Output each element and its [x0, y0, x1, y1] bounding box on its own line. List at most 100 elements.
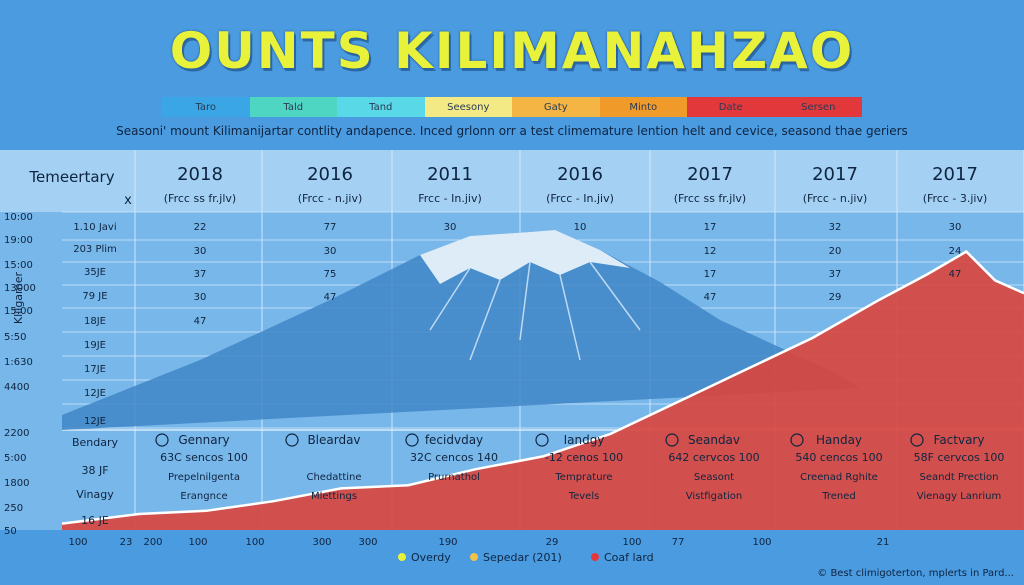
row-label: 1.10 Javi — [73, 222, 116, 233]
panel-line3: Prurnathol — [428, 472, 480, 483]
table-header-label: Temeertary — [28, 168, 114, 186]
panel-line4: Erangnce — [180, 491, 227, 502]
y-tick-label: 15:00 — [4, 306, 33, 317]
legend-swatch — [470, 553, 478, 561]
y-tick-label: 13000 — [4, 283, 36, 294]
y-tick-label: 10:00 — [4, 212, 33, 223]
table-value: 47 — [324, 292, 337, 303]
panel-name: Handay — [816, 433, 862, 447]
year-label: 2017 — [812, 164, 858, 185]
table-value: 32 — [829, 222, 842, 233]
row-label: 12JE — [84, 416, 106, 427]
unit-label: (Frcc ss fr.jlv) — [674, 192, 746, 205]
y-tick-label: 5:00 — [4, 453, 26, 464]
panel-icon — [155, 433, 169, 447]
year-label: 2016 — [307, 164, 353, 185]
table-value: 29 — [829, 292, 842, 303]
panel-line4: Vistfigation — [686, 491, 742, 502]
panel-icon — [790, 433, 804, 447]
y-tick-label: 2200 — [4, 428, 29, 439]
row-label: 12JE — [84, 388, 106, 399]
x-tick-label: 300 — [312, 537, 331, 548]
y-tick-label: 1:630 — [4, 357, 33, 368]
panel-line3: Seandt Prection — [920, 472, 999, 483]
y-tick-label: 15:00 — [4, 260, 33, 271]
table-value: 20 — [829, 246, 842, 257]
y-axis-label: Klilgamer — [12, 271, 25, 324]
x-tick-label: 200 — [143, 537, 162, 548]
unit-label: (Frcc - n.jiv) — [803, 192, 868, 205]
panel-values: 58F cervcos 100 — [914, 451, 1005, 464]
y-tick-label: 4400 — [4, 382, 29, 393]
year-label: 2017 — [932, 164, 978, 185]
panel-name: Iandgy — [564, 433, 605, 447]
panel-values: 63C sencos 100 — [160, 451, 248, 464]
table-value: 75 — [324, 269, 337, 280]
panel-icon — [535, 433, 549, 447]
y-tick-label: 250 — [4, 503, 23, 514]
year-label: 2016 — [557, 164, 603, 185]
unit-label: (Frcc ss fr.jlv) — [164, 192, 236, 205]
legend-label: Overdy — [411, 551, 451, 564]
legend-label: Sepedar (201) — [483, 551, 562, 564]
legend-swatch — [398, 553, 406, 561]
table-value: 24 — [949, 246, 962, 257]
x-tick-label: 190 — [438, 537, 457, 548]
y-tick-label: 50 — [4, 526, 17, 537]
panel-name: Factvary — [934, 433, 985, 447]
row-label: 79 JE — [82, 291, 107, 302]
panel-line3: Prepelnilgenta — [168, 472, 240, 483]
table-value: 47 — [949, 269, 962, 280]
table-value: 22 — [194, 222, 207, 233]
table-value: 47 — [194, 316, 207, 327]
mountain-ridges — [429, 261, 641, 361]
table-value: 10 — [574, 222, 587, 233]
table-value: 37 — [194, 269, 207, 280]
panel-values: -12 cenos 100 — [545, 451, 623, 464]
table-value: 12 — [704, 246, 717, 257]
y-tick-label: 1800 — [4, 478, 29, 489]
panel-line4: Vienagy Lanrium — [917, 491, 1001, 502]
panel-line4: Trened — [821, 491, 856, 502]
table-value: 77 — [324, 222, 337, 233]
panel-line4: Mlettings — [311, 491, 357, 502]
x-tick-label: 21 — [877, 537, 890, 548]
panel-line3: Seasont — [694, 472, 734, 483]
panel-name: Gennary — [178, 433, 229, 447]
x-tick-label: 300 — [358, 537, 377, 548]
y-tick-label: 19:00 — [4, 235, 33, 246]
row-label: 17JE — [84, 364, 106, 375]
panel-line3: Chedattine — [306, 472, 361, 483]
chart-subtitle: Seasoni' mount Kilimanijartar contlity a… — [116, 124, 908, 138]
panel-icon — [910, 433, 924, 447]
unit-label: (Frcc - In.jiv) — [546, 192, 614, 205]
legend-strip-segment: Taro — [162, 97, 250, 117]
legend-strip-segment: Tald — [249, 97, 337, 117]
table-value: 30 — [324, 246, 337, 257]
x-tick-label: 100 — [752, 537, 771, 548]
legend-swatch — [591, 553, 599, 561]
unit-label: Frcc - In.jiv) — [418, 192, 482, 205]
panel-icon — [285, 433, 299, 447]
color-legend-strip: Taro Tald Tand Seesony Gaty Minto Date Sersen — [162, 97, 862, 117]
panel-icon — [665, 433, 679, 447]
table-value: 37 — [829, 269, 842, 280]
x-tick-label: 29 — [546, 537, 559, 548]
panel-icon — [405, 433, 419, 447]
series-line-coaf-lard — [61, 250, 1024, 525]
row-label: 18JE — [84, 316, 106, 327]
x-tick-label: 100 — [68, 537, 87, 548]
legend-strip-segment: Seesony — [424, 97, 512, 117]
legend-strip-segment: Minto — [599, 97, 687, 117]
chart-title: OUNTS KILIMANAHZAO — [169, 22, 855, 80]
legend-strip-segment: Sersen — [774, 97, 862, 117]
legend-strip-segment: Tand — [337, 97, 425, 117]
row-label: 203 Plim — [73, 244, 117, 255]
x-tick-label: 100 — [188, 537, 207, 548]
mountain-snowcap — [420, 230, 630, 284]
header-band — [0, 150, 1024, 212]
panel-name: Bleardav — [307, 433, 360, 447]
x-tick-label: 23 — [120, 537, 133, 548]
panel-values: 540 cencos 100 — [795, 451, 882, 464]
